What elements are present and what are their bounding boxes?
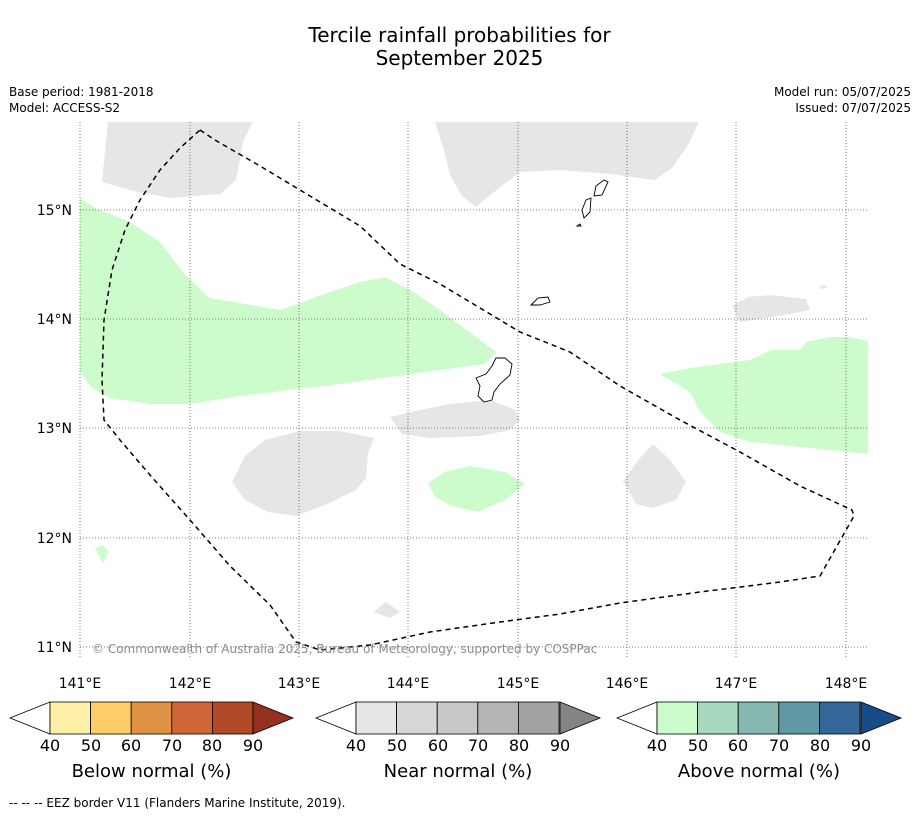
colorbar-above-normal: 40 50 60 70 80 90 [615, 701, 903, 755]
colorbar-cell [171, 701, 213, 735]
colorbar-cell [656, 701, 698, 735]
colorbar-label-above: Above normal (%) [677, 761, 841, 782]
near-normal-region [623, 444, 686, 508]
eez-legend-note: -- -- -- EEZ border V11 (Flanders Marine… [9, 796, 346, 810]
grid-lines [79, 122, 868, 659]
longitude-labels: 141°E 142°E 143°E 144°E 145°E 146°E 147°… [59, 676, 868, 692]
latitude-labels: 15°N 14°N 13°N 12°N 11°N [37, 203, 72, 656]
lon-label: 144°E [387, 676, 430, 692]
colorbar-tick: 70 [769, 736, 789, 755]
near-normal-region [820, 285, 827, 289]
guam-island [475, 357, 513, 403]
colorbar-tick: 60 [428, 736, 448, 755]
near-normal-region [390, 400, 520, 438]
model-name: Model: ACCESS-S2 [9, 101, 121, 115]
colorbar-cell [90, 701, 132, 735]
above-normal-regions [80, 198, 868, 563]
colorbar-cell [130, 701, 173, 735]
colorbar-tick: 90 [243, 736, 263, 755]
anatahan-island [593, 179, 609, 197]
colorbar-cell [355, 701, 397, 735]
colorbar-label-below: Below normal (%) [71, 761, 232, 782]
lat-label: 14°N [37, 312, 72, 328]
colorbar-below-normal: 40 50 60 70 80 90 [8, 701, 295, 755]
island-outlines [475, 179, 609, 403]
lat-label: 15°N [37, 203, 72, 219]
above-normal-region [660, 337, 868, 454]
lat-label: 13°N [37, 421, 72, 437]
colorbar-tick: 80 [509, 736, 529, 755]
lon-label: 146°E [606, 676, 649, 692]
probability-map: 15°N 14°N 13°N 12°N 11°N 141°E 142°E 143… [8, 122, 903, 755]
lon-label: 147°E [715, 676, 758, 692]
colorbar-cell [49, 701, 91, 735]
title-line-2: September 2025 [375, 46, 544, 70]
colorbar-low-extend [8, 701, 51, 735]
title-line-1: Tercile rainfall probabilities for [308, 23, 611, 47]
colorbar-high-extend [252, 701, 295, 735]
colorbar-near-normal: 40 50 60 70 80 90 [314, 701, 602, 755]
colorbar-cell [211, 701, 254, 735]
near-normal-region [232, 431, 374, 516]
lon-label: 141°E [59, 676, 102, 692]
colorbar-low-extend [314, 701, 357, 735]
colorbar-tick: 50 [387, 736, 407, 755]
above-normal-region [80, 198, 496, 404]
colorbar-label-near: Near normal (%) [383, 761, 533, 782]
near-normal-region [373, 602, 400, 618]
colorbar-tick: 60 [121, 736, 141, 755]
lat-label: 11°N [37, 640, 72, 656]
colorbar-cell [396, 701, 438, 735]
colorbar-tick: 40 [647, 736, 667, 755]
colorbar-tick: 70 [162, 736, 182, 755]
colorbar-tick: 70 [468, 736, 488, 755]
above-normal-region [95, 545, 109, 563]
colorbar-tick: 50 [81, 736, 101, 755]
colorbar-cell [477, 701, 519, 735]
saipan-island [581, 197, 592, 219]
lon-label: 145°E [497, 676, 540, 692]
colorbar-cell [819, 701, 861, 735]
colorbar-tick: 40 [346, 736, 366, 755]
colorbar-cell [737, 701, 780, 735]
colorbar-low-extend [615, 701, 658, 735]
colorbar-cell [697, 701, 739, 735]
base-period: Base period: 1981-2018 [9, 85, 154, 99]
colorbar-tick: 50 [688, 736, 708, 755]
tinian-island [575, 223, 582, 227]
above-normal-region [428, 466, 525, 512]
colorbar-cell [518, 701, 560, 735]
lat-label: 12°N [37, 531, 72, 547]
colorbar-high-extend [860, 701, 903, 735]
eez-border [101, 129, 855, 651]
colorbar-tick: 90 [851, 736, 871, 755]
model-run: Model run: 05/07/2025 [773, 85, 911, 99]
colorbar-tick: 90 [550, 736, 570, 755]
near-normal-region [435, 122, 699, 207]
issued-date: Issued: 07/07/2025 [795, 101, 911, 115]
rota-island [529, 296, 551, 306]
copyright-notice: © Commonwealth of Australia 2025, Bureau… [92, 642, 597, 656]
colorbar-tick: 60 [728, 736, 748, 755]
lon-label: 142°E [169, 676, 212, 692]
lon-label: 148°E [825, 676, 868, 692]
colorbar-cell [778, 701, 820, 735]
lon-label: 143°E [278, 676, 321, 692]
near-normal-region [732, 295, 810, 322]
colorbar-tick: 40 [40, 736, 60, 755]
colorbar-cell [436, 701, 479, 735]
colorbar-high-extend [559, 701, 602, 735]
colorbar-tick: 80 [810, 736, 830, 755]
colorbar-tick: 80 [202, 736, 222, 755]
